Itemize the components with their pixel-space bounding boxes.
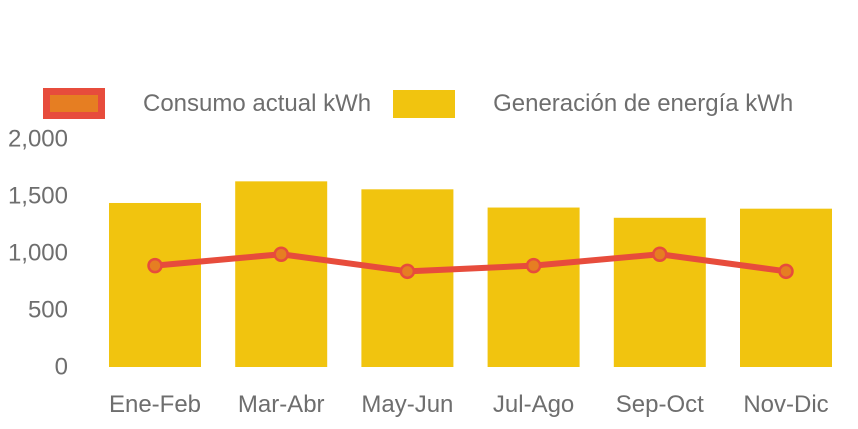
x-axis-label: May-Jun — [361, 391, 453, 418]
bar-generation[interactable] — [109, 202, 201, 367]
x-axis-label: Jul-Ago — [493, 391, 574, 418]
y-axis-tick-label: 2,000 — [8, 126, 68, 153]
point-consumption[interactable] — [525, 257, 542, 274]
x-axis-label: Ene-Feb — [109, 391, 201, 418]
point-consumption[interactable] — [399, 263, 416, 280]
chart-legend: Consumo actual kWh Generación de energía… — [43, 88, 793, 119]
legend-item-consumption[interactable]: Consumo actual kWh — [43, 88, 371, 119]
bar-generation[interactable] — [487, 207, 580, 367]
y-axis-tick-label: 1,000 — [8, 240, 68, 267]
bar-generation[interactable] — [613, 217, 706, 367]
x-axis-label: Nov-Dic — [743, 391, 828, 418]
bar-generation[interactable] — [235, 181, 328, 367]
line-consumption — [152, 251, 789, 275]
legend-label-generation: Generación de energía kWh — [493, 89, 794, 117]
legend-item-generation[interactable]: Generación de energía kWh — [393, 89, 794, 118]
point-consumption[interactable] — [652, 246, 668, 262]
y-axis-tick-label: 1,500 — [8, 183, 68, 210]
x-axis-label: Sep-Oct — [616, 391, 704, 418]
legend-label-consumption: Consumo actual kWh — [143, 89, 372, 117]
y-axis-tick-label: 500 — [28, 297, 68, 324]
bar-generation[interactable] — [740, 208, 832, 367]
point-consumption[interactable] — [147, 257, 163, 274]
y-axis-tick-label: 0 — [55, 354, 68, 381]
consumption-swatch-icon — [43, 88, 105, 119]
x-axis-label: Mar-Abr — [238, 391, 325, 418]
point-consumption[interactable] — [273, 246, 289, 262]
point-consumption[interactable] — [778, 263, 794, 280]
generation-swatch-icon — [393, 89, 456, 118]
